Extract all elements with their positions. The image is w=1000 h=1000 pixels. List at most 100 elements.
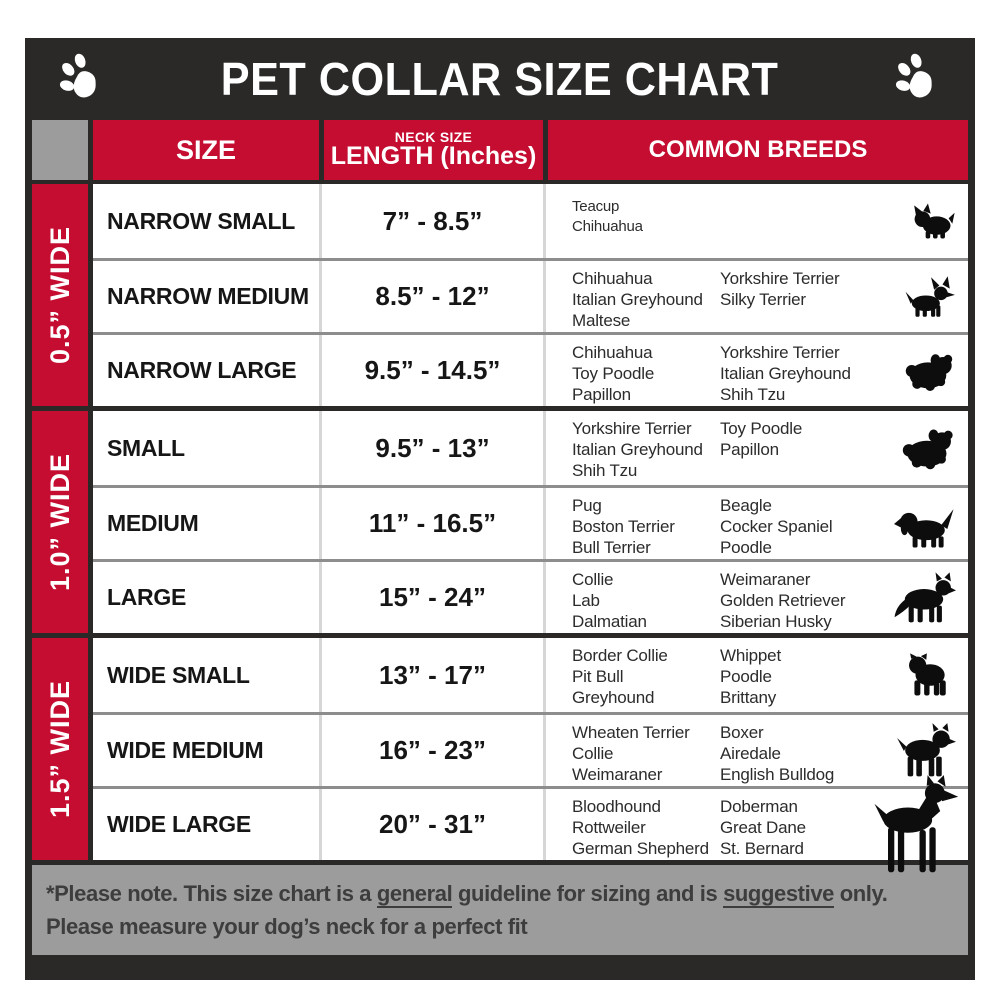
breed-name: Poodle [720, 667, 772, 686]
breed-name: Collie [572, 570, 614, 589]
size-cell: NARROW SMALL [107, 207, 296, 234]
header-size-label: SIZE [175, 134, 236, 165]
breed-name: Yorkshire Terrier [720, 269, 840, 288]
breed-name: Doberman [720, 797, 798, 816]
breed-name: Pit Bull [572, 667, 624, 686]
length-cell: 15” - 24” [319, 562, 543, 633]
breed-name: Weimaraner [720, 570, 811, 589]
breed-name: Italian Greyhound [572, 440, 703, 459]
header-neck-size: NECK SIZE LENGTH (Inches) [319, 120, 543, 180]
width-group-bar: 1.5” WIDE [32, 638, 88, 860]
length-cell: 13” - 17” [319, 638, 543, 712]
size-cell: LARGE [107, 584, 187, 610]
breed-name: Italian Greyhound [720, 364, 851, 383]
width-group-bar: 0.5” WIDE [32, 184, 88, 406]
breed-name: Bull Terrier [572, 538, 651, 557]
breed-name: Boston Terrier [572, 517, 675, 536]
breed-name: Chihuahua [572, 269, 653, 288]
breed-name: Toy Poodle [572, 364, 655, 383]
breed-name: Dalmatian [572, 612, 647, 631]
breed-name: Beagle [720, 496, 772, 515]
german-shepherd-icon [892, 571, 956, 624]
header-breeds-label: COMMON BREEDS [648, 136, 868, 163]
breed-name: Yorkshire Terrier [720, 343, 840, 362]
length-cell: 16” - 23” [319, 715, 543, 786]
size-cell: NARROW MEDIUM [107, 283, 309, 309]
length-cell: 7” - 8.5” [319, 184, 543, 258]
yorkshire-terrier-icon [910, 202, 956, 240]
breed-name: German Shepherd [572, 839, 709, 858]
breed-name: Brittany [720, 688, 777, 707]
title-bar: PET COLLAR SIZE CHART [32, 38, 968, 120]
width-group-0-5: 0.5” WIDE NARROW SMALL 7” - 8.5” Teacup … [32, 184, 968, 406]
table-row-narrow-medium: NARROW MEDIUM 8.5” - 12” Chihuahua Itali… [93, 258, 968, 332]
header-corner-cell [32, 120, 88, 180]
breed-name: Silky Terrier [720, 290, 806, 309]
paw-print-icon [890, 48, 946, 110]
width-group-label: 0.5” WIDE [44, 225, 75, 365]
breeds-cell: Chihuahua Italian Greyhound Maltese York… [543, 261, 968, 332]
breed-name: Border Collie [572, 646, 668, 665]
size-cell: NARROW LARGE [107, 357, 297, 383]
length-cell: 11” - 16.5” [319, 488, 543, 559]
breed-name: Rottweiler [572, 818, 646, 837]
breeds-cell: Wheaten Terrier Collie Weimaraner Boxer … [543, 715, 968, 786]
breed-name: Collie [572, 744, 614, 763]
breed-name: Airedale [720, 744, 781, 763]
header-common-breeds: COMMON BREEDS [543, 120, 968, 180]
width-group-1-0: 1.0” WIDE SMALL 9.5” - 13” Yorkshire Ter… [32, 411, 968, 633]
breed-name: Teacup [572, 198, 620, 215]
size-cell: MEDIUM [107, 510, 199, 536]
shih-tzu-icon [902, 349, 956, 393]
breed-name: St. Bernard [720, 839, 804, 858]
table-row-medium: MEDIUM 11” - 16.5” Pug Boston Terrier Bu… [93, 485, 968, 559]
breed-name: Whippet [720, 646, 781, 665]
table-row-wide-small: WIDE SMALL 13” - 17” Border Collie Pit B… [93, 638, 968, 712]
width-group-1-5: 1.5” WIDE WIDE SMALL 13” - 17” Border Co… [32, 638, 968, 873]
table-header: SIZE NECK SIZE LENGTH (Inches) COMMON BR… [32, 120, 968, 180]
footer-note-line2: Please measure your dog’s neck for a per… [46, 914, 528, 939]
table-row-small: SMALL 9.5” - 13” Yorkshire Terrier Itali… [93, 411, 968, 485]
table-row-wide-medium: WIDE MEDIUM 16” - 23” Wheaten Terrier Co… [93, 712, 968, 786]
chihuahua-icon [904, 275, 956, 318]
width-group-bar: 1.0” WIDE [32, 411, 88, 633]
breed-name: Weimaraner [572, 765, 663, 784]
breed-name: Golden Retriever [720, 591, 846, 610]
breeds-cell: Yorkshire Terrier Italian Greyhound Shih… [543, 411, 968, 485]
breed-name: Shih Tzu [572, 461, 638, 480]
pekingese-icon [900, 425, 956, 471]
size-cell: WIDE SMALL [107, 661, 250, 688]
length-cell: 20” - 31” [319, 789, 543, 860]
length-cell: 9.5” - 14.5” [319, 335, 543, 406]
length-cell: 8.5” - 12” [319, 261, 543, 332]
breeds-cell: Pug Boston Terrier Bull Terrier Beagle C… [543, 488, 968, 559]
underlined-word: suggestive [723, 881, 834, 908]
size-cell: WIDE LARGE [107, 811, 251, 837]
breeds-cell: Border Collie Pit Bull Greyhound Whippet… [543, 638, 968, 712]
breed-name: English Bulldog [720, 765, 835, 784]
breed-name: Great Dane [720, 818, 806, 837]
footer-note-line1: *Please note. This size chart is a gener… [46, 881, 888, 908]
breed-name: Lab [572, 591, 600, 610]
paw-print-icon [54, 48, 110, 110]
underlined-word: general [376, 881, 453, 908]
header-size: SIZE [88, 120, 319, 180]
breeds-cell: Chihuahua Toy Poodle Papillon Yorkshire … [543, 335, 968, 406]
size-cell: SMALL [107, 434, 185, 461]
staffordshire-terrier-icon [894, 722, 956, 779]
header-neck-size-sub-label: NECK SIZE [394, 129, 473, 146]
size-cell: WIDE MEDIUM [107, 737, 264, 763]
footer-note: *Please note. This size chart is a gener… [32, 865, 968, 955]
table-row-narrow-small: NARROW SMALL 7” - 8.5” Teacup Chihuahua [93, 184, 968, 258]
breed-name: Maltese [572, 311, 631, 330]
breed-name: Cocker Spaniel [720, 517, 833, 536]
doberman-icon [870, 775, 960, 876]
chart-frame: PET COLLAR SIZE CHART SIZE NECK SIZE LEN… [25, 38, 975, 980]
pit-bull-icon [902, 652, 956, 698]
breed-name: Shih Tzu [720, 385, 786, 404]
width-group-label: 1.5” WIDE [44, 679, 75, 819]
breed-name: Pug [572, 496, 602, 515]
breed-name: Toy Poodle [720, 419, 803, 438]
breed-name: Italian Greyhound [572, 290, 703, 309]
